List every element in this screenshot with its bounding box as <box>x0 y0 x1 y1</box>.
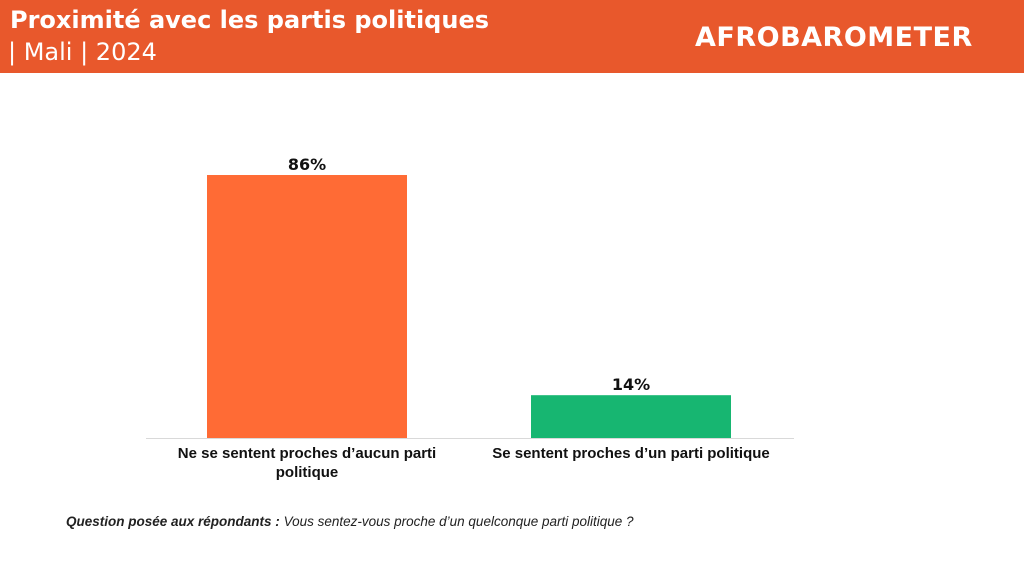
header-banner: Proximité avec les partis politiques | M… <box>0 0 1024 73</box>
page-subtitle: | Mali | 2024 <box>8 38 157 66</box>
bar-1 <box>531 395 731 438</box>
question-label: Question posée aux répondants : <box>66 514 280 529</box>
category-label-none: Ne se sentent proches d’aucun parti poli… <box>177 445 437 481</box>
bar-0 <box>207 175 407 438</box>
data-label-0: 86% <box>288 155 326 174</box>
bar-chart: 86% 14% <box>146 155 794 439</box>
afrobarometer-logo: AFROBAROMETER <box>695 18 980 58</box>
question-text: Vous sentez-vous proche d’un quelconque … <box>283 514 634 529</box>
question-note: Question posée aux répondants : Vous sen… <box>66 513 634 531</box>
data-label-1: 14% <box>612 375 650 394</box>
page-title: Proximité avec les partis politiques <box>10 6 490 34</box>
logo-text: AFROBAROMETER <box>695 22 973 53</box>
category-label-party: Se sentent proches d’un parti politique <box>492 445 770 462</box>
